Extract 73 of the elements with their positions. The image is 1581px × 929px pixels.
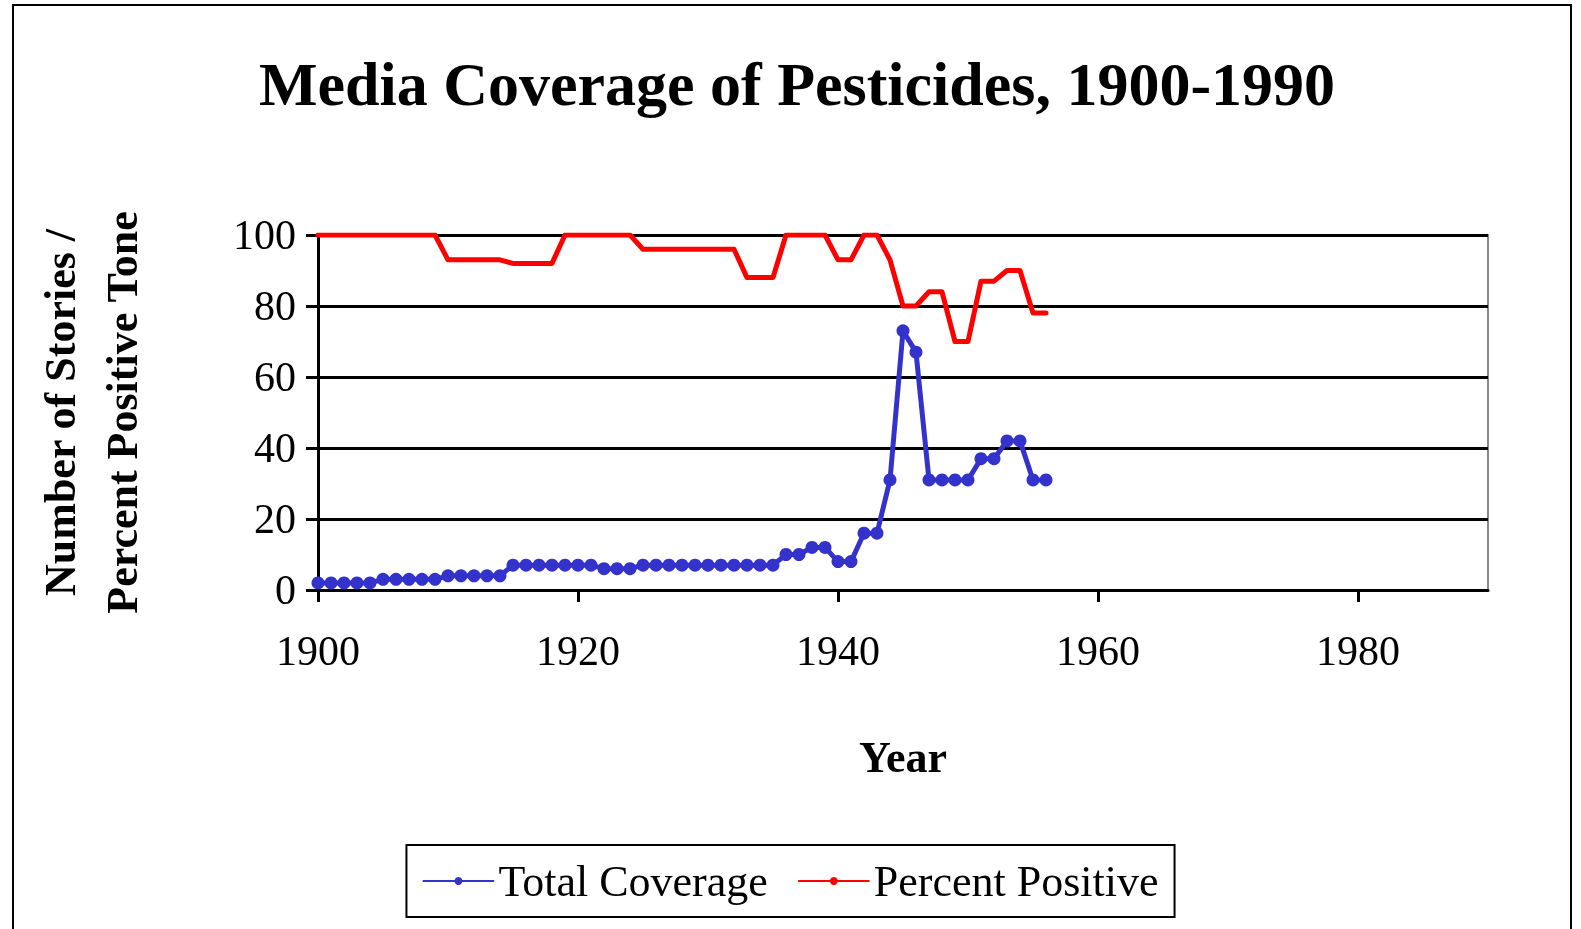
x-tick-label: 1980 (1316, 628, 1400, 674)
point (402, 572, 416, 586)
point (467, 569, 481, 583)
point (324, 576, 338, 590)
point (649, 558, 663, 572)
legend-label: Total Coverage (498, 856, 768, 906)
point (935, 473, 949, 487)
chart-title: Media Coverage of Pesticides, 1900-1990 (258, 50, 1336, 118)
y-tick-label: 100 (233, 212, 296, 258)
point (857, 526, 871, 540)
point (454, 569, 468, 583)
point (701, 558, 715, 572)
point (948, 473, 962, 487)
x-tick-label: 1960 (1056, 628, 1140, 674)
point (558, 558, 572, 572)
y-tick-label: 40 (254, 425, 296, 471)
point (441, 569, 455, 583)
point (428, 572, 442, 586)
point (389, 572, 403, 586)
point (636, 558, 650, 572)
point (831, 555, 845, 569)
point (896, 324, 910, 338)
point (1013, 434, 1027, 448)
point (610, 562, 624, 576)
x-tick-label: 1920 (536, 628, 620, 674)
y-tick-label: 0 (275, 567, 296, 613)
legend-label: Percent Positive (873, 856, 1159, 906)
point (974, 452, 988, 466)
point (493, 569, 507, 583)
y-axis-title: Number of Stories / Percent Positive Tone (35, 211, 147, 614)
point (1039, 473, 1053, 487)
point (922, 473, 936, 487)
point (311, 576, 325, 590)
point (584, 558, 598, 572)
point (870, 526, 884, 540)
point (688, 558, 702, 572)
point (506, 558, 520, 572)
point (805, 540, 819, 554)
point (818, 540, 832, 554)
point (792, 548, 806, 561)
point (779, 548, 793, 561)
y-tick-label: 80 (254, 283, 296, 329)
point (909, 345, 923, 359)
point (532, 558, 546, 572)
point (883, 473, 897, 487)
x-tick-label: 1940 (796, 628, 880, 674)
point (480, 569, 494, 583)
point (415, 572, 429, 586)
y-tick-label: 60 (254, 354, 296, 400)
y-tick-label: 20 (254, 496, 296, 542)
point (766, 558, 780, 572)
point (675, 558, 689, 572)
point (363, 576, 377, 590)
point (844, 555, 858, 569)
point (571, 558, 585, 572)
point (961, 473, 975, 487)
point (1000, 434, 1014, 448)
point (623, 562, 637, 576)
point (1026, 473, 1040, 487)
point (337, 576, 351, 590)
point (753, 558, 767, 572)
point (376, 572, 390, 586)
point (519, 558, 533, 572)
point (597, 562, 611, 576)
point (662, 558, 676, 572)
point (727, 558, 741, 572)
point (740, 558, 754, 572)
point (350, 576, 364, 590)
point (714, 558, 728, 572)
point (545, 558, 559, 572)
x-tick-label: 1900 (276, 628, 360, 674)
point (987, 452, 1001, 466)
x-axis-title: Year (859, 732, 947, 782)
